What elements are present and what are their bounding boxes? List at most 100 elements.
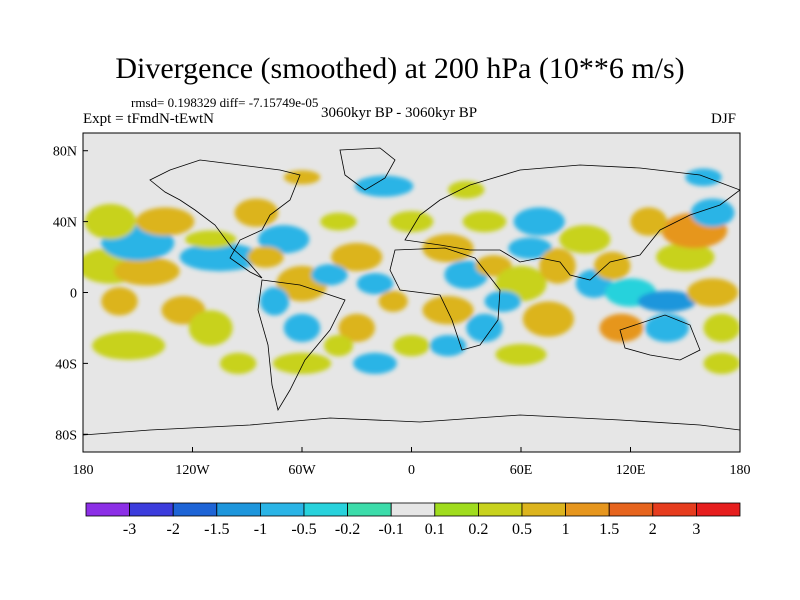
colorbar-label: -0.2 bbox=[335, 521, 360, 538]
divergence-patch bbox=[219, 352, 257, 375]
divergence-patch bbox=[685, 168, 722, 187]
coastline-africa bbox=[389, 247, 501, 351]
divergence-patch bbox=[703, 313, 740, 343]
divergence-patch bbox=[522, 301, 574, 337]
divergence-patch bbox=[260, 287, 290, 316]
axes: 180 120W 60W 0 60E 120E 180 80N 40N 0 40S 80S bbox=[53, 145, 751, 478]
colorbar-label: 0.1 bbox=[425, 521, 445, 538]
divergence-patch bbox=[84, 203, 136, 240]
divergence-patch bbox=[475, 255, 512, 277]
y-tick-label: 80N bbox=[53, 145, 77, 160]
divergence-patch bbox=[179, 242, 261, 272]
colorbar-swatch bbox=[347, 502, 392, 517]
divergence-patch bbox=[272, 352, 332, 375]
y-tick-label: 80S bbox=[55, 428, 77, 443]
divergence-patch bbox=[378, 290, 408, 312]
colorbar-label: 0.5 bbox=[512, 521, 532, 538]
x-tick-label: 180 bbox=[73, 463, 94, 478]
divergence-patch bbox=[188, 310, 233, 346]
colorbar-label: -2 bbox=[167, 521, 180, 538]
divergence-patch bbox=[422, 234, 474, 263]
experiment-label: Expt = tFmdN-tEwtN bbox=[83, 111, 214, 127]
colorbar-swatch bbox=[696, 502, 741, 517]
divergence-patch bbox=[356, 273, 394, 295]
colorbar-label: 1 bbox=[562, 521, 570, 538]
divergence-patch bbox=[703, 352, 740, 375]
divergence-patch bbox=[513, 207, 565, 236]
colorbar-swatch bbox=[565, 502, 610, 517]
coastline-europe-asia bbox=[404, 164, 740, 281]
coastline-antarctica bbox=[83, 414, 740, 436]
x-tick-label: 120W bbox=[175, 463, 210, 478]
season-label: DJF bbox=[711, 111, 737, 127]
divergence-patch bbox=[637, 290, 697, 312]
colorbar: -3 -2 -1.5 -1 -0.5 -0.2 -0.1 0.1 0.2 0.5 1 1.5 2 3 bbox=[85, 502, 741, 538]
colorbar-swatch bbox=[434, 502, 479, 517]
colorbar-swatch bbox=[477, 502, 523, 517]
divergence-patch bbox=[484, 290, 521, 312]
divergence-patch bbox=[92, 331, 166, 360]
divergence-patch bbox=[687, 278, 739, 307]
x-tick-label: 120E bbox=[616, 463, 646, 478]
y-tick-label: 40S bbox=[55, 357, 77, 372]
divergence-patch bbox=[495, 343, 547, 366]
divergence-patch bbox=[353, 352, 397, 375]
divergence-patch bbox=[630, 207, 667, 236]
divergence-patch bbox=[656, 242, 715, 272]
colorbar-swatch bbox=[172, 502, 218, 517]
colorbar-label: 3 bbox=[692, 521, 700, 538]
divergence-patch bbox=[389, 210, 434, 233]
period-label: 3060kyr BP - 3060kyr BP bbox=[321, 105, 478, 121]
divergence-patch bbox=[354, 175, 414, 197]
colorbar-swatch bbox=[303, 502, 348, 517]
divergence-patch bbox=[594, 251, 631, 281]
divergence-patch bbox=[135, 207, 195, 236]
chart-title: Divergence (smoothed) at 200 hPa (10**6 … bbox=[115, 52, 685, 85]
divergence-patch bbox=[393, 335, 430, 357]
divergence-patch bbox=[429, 335, 467, 357]
divergence-patch bbox=[539, 248, 576, 284]
divergence-patch bbox=[508, 237, 553, 259]
divergence-patch bbox=[690, 198, 735, 227]
colorbar-label: -0.1 bbox=[379, 521, 404, 538]
coastline-south-america bbox=[257, 279, 346, 412]
x-tick-label: 60E bbox=[510, 463, 533, 478]
divergence-patch bbox=[320, 212, 357, 231]
divergence-patch bbox=[645, 313, 689, 343]
colorbar-swatch bbox=[259, 502, 305, 517]
divergence-patch bbox=[311, 264, 348, 286]
colorbar-label: -3 bbox=[123, 521, 136, 538]
x-tick-label: 0 bbox=[408, 463, 415, 478]
colorbar-label: -0.5 bbox=[291, 521, 316, 538]
colorbar-label: -1 bbox=[254, 521, 267, 538]
colorbar-label: -1.5 bbox=[204, 521, 229, 538]
coastlines bbox=[83, 147, 740, 436]
divergence-patch bbox=[185, 230, 237, 249]
divergence-patch bbox=[247, 246, 284, 268]
colorbar-swatch bbox=[652, 502, 697, 517]
colorbar-swatch bbox=[216, 502, 261, 517]
colorbar-swatch bbox=[521, 502, 566, 517]
divergence-patches bbox=[83, 168, 740, 375]
divergence-patch bbox=[559, 225, 611, 254]
colorbar-swatch bbox=[390, 502, 436, 517]
coastline-north-america bbox=[149, 159, 301, 279]
divergence-patch bbox=[114, 257, 180, 286]
divergence-patch bbox=[448, 180, 485, 199]
colorbar-label: 0.2 bbox=[468, 521, 488, 538]
coastline-australia bbox=[619, 314, 701, 361]
divergence-patch bbox=[466, 313, 503, 343]
divergence-patch bbox=[422, 296, 474, 325]
y-tick-label: 0 bbox=[70, 287, 77, 302]
colorbar-swatch bbox=[129, 502, 174, 517]
rmsd-stats: rmsd= 0.198329 diff= -7.15749e-05 bbox=[131, 95, 319, 110]
divergence-patch bbox=[323, 335, 354, 357]
colorbar-label: 1.5 bbox=[599, 521, 619, 538]
x-tick-label: 180 bbox=[730, 463, 751, 478]
coastline-greenland bbox=[339, 147, 396, 191]
divergence-patch bbox=[331, 242, 383, 272]
divergence-patch bbox=[283, 313, 321, 343]
divergence-patch bbox=[101, 287, 138, 316]
divergence-patch bbox=[338, 313, 375, 343]
